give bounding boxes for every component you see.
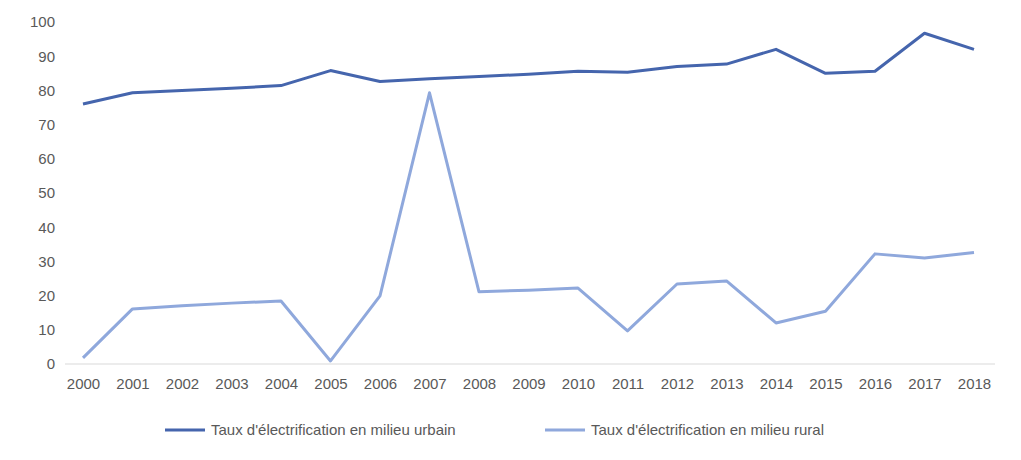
x-tick: 2006 xyxy=(364,364,397,392)
x-tick: 2012 xyxy=(661,364,694,392)
y-tick: 60 xyxy=(38,150,65,167)
x-tick-label: 2011 xyxy=(612,375,644,392)
y-tick-label: 60 xyxy=(38,150,55,167)
y-tick-label: 0 xyxy=(47,355,55,372)
y-tick-label: 20 xyxy=(38,287,55,304)
y-tick-label: 70 xyxy=(38,116,55,133)
y-tick: 70 xyxy=(38,116,65,133)
y-tick: 40 xyxy=(38,219,65,236)
y-tick: 10 xyxy=(38,321,65,338)
x-tick: 2002 xyxy=(166,364,199,392)
x-tick-label: 2001 xyxy=(116,375,149,392)
line-series xyxy=(83,33,974,104)
y-tick: 20 xyxy=(38,287,65,304)
y-axis: 0 10 20 30 40 50 60 70 80 90 100 xyxy=(30,13,66,372)
x-tick-label: 2013 xyxy=(710,375,743,392)
y-tick-label: 100 xyxy=(30,13,55,30)
x-tick: 2004 xyxy=(265,364,298,392)
x-axis-line xyxy=(65,364,995,365)
y-tick: 50 xyxy=(38,184,65,201)
x-tick: 2007 xyxy=(413,364,446,392)
x-tick-label: 2002 xyxy=(166,375,199,392)
x-tick: 2008 xyxy=(463,364,496,392)
y-tick-label: 50 xyxy=(38,184,55,201)
y-tick-label: 30 xyxy=(38,253,55,270)
x-tick-label: 2007 xyxy=(413,375,446,392)
x-tick-label: 2017 xyxy=(908,375,941,392)
x-tick: 2010 xyxy=(562,364,595,392)
x-tick: 2000 xyxy=(67,364,100,392)
legend-swatch xyxy=(165,429,205,432)
x-tick-label: 2012 xyxy=(661,375,694,392)
x-tick-label: 2006 xyxy=(364,375,397,392)
x-tick: 2009 xyxy=(512,364,545,392)
y-tick: 0 xyxy=(47,355,65,372)
x-tick-label: 2015 xyxy=(809,375,842,392)
plot-area xyxy=(83,33,974,361)
legend-label: Taux d'électrification en milieu rural xyxy=(591,421,824,438)
x-tick: 2017 xyxy=(908,364,941,392)
x-tick-label: 2008 xyxy=(463,375,496,392)
x-tick-label: 2005 xyxy=(314,375,347,392)
x-tick: 2005 xyxy=(314,364,347,392)
x-tick: 2014 xyxy=(760,364,793,392)
y-axis-line xyxy=(65,23,66,365)
y-tick: 30 xyxy=(38,253,65,270)
y-tick-label: 40 xyxy=(38,219,55,236)
x-tick: 2011 xyxy=(612,364,644,392)
x-tick-label: 2010 xyxy=(562,375,595,392)
y-tick-label: 10 xyxy=(38,321,55,338)
legend-swatch xyxy=(545,429,585,432)
x-tick: 2013 xyxy=(710,364,743,392)
x-tick-label: 2003 xyxy=(215,375,248,392)
legend-label: Taux d'électrification en milieu urbain xyxy=(211,421,456,438)
x-tick-label: 2009 xyxy=(512,375,545,392)
y-tick: 80 xyxy=(38,82,65,99)
x-tick-label: 2018 xyxy=(958,375,991,392)
x-tick-label: 2004 xyxy=(265,375,298,392)
y-tick-label: 80 xyxy=(38,82,55,99)
line-series xyxy=(83,93,974,361)
x-tick: 2016 xyxy=(859,364,892,392)
x-tick-label: 2014 xyxy=(760,375,793,392)
y-tick: 100 xyxy=(30,13,65,30)
x-tick-label: 2016 xyxy=(859,375,892,392)
x-tick-label: 2000 xyxy=(67,375,100,392)
chart: 0102030405060708090100200020012002200320… xyxy=(0,0,1021,460)
x-tick: 2003 xyxy=(215,364,248,392)
x-tick: 2015 xyxy=(809,364,842,392)
y-tick: 90 xyxy=(38,48,65,65)
y-tick-label: 90 xyxy=(38,48,55,65)
x-tick: 2001 xyxy=(116,364,149,392)
x-axis: 2000 2001 2002 2003 2004 2005 2006 2007 2008 2009… xyxy=(65,364,995,392)
x-tick: 2018 xyxy=(958,364,991,392)
legend: Taux d'électrification en milieu urbain T… xyxy=(165,421,824,438)
